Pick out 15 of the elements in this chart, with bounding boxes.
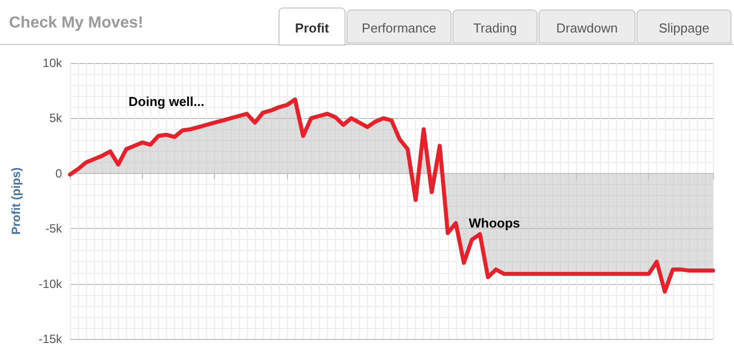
y-tick-label: 10k [42,56,63,70]
y-tick-label: -10k [38,276,63,291]
text: Drawdown [556,20,618,36]
annotation: Doing well... [128,94,204,110]
y-tick-label: -5k [45,222,63,236]
chart-title: Check My Moves! [9,14,144,32]
text: Trading [473,20,517,36]
y-axis-title: Profit (pips) [9,167,23,235]
text: Profit [295,20,330,36]
text: Performance [362,20,436,36]
y-tick-label: -15k [38,332,63,345]
y-tick-label: 5k [49,111,63,126]
annotation: Whoops [468,216,520,231]
text: Slippage [658,20,710,36]
y-tick-label: 0 [55,166,62,180]
